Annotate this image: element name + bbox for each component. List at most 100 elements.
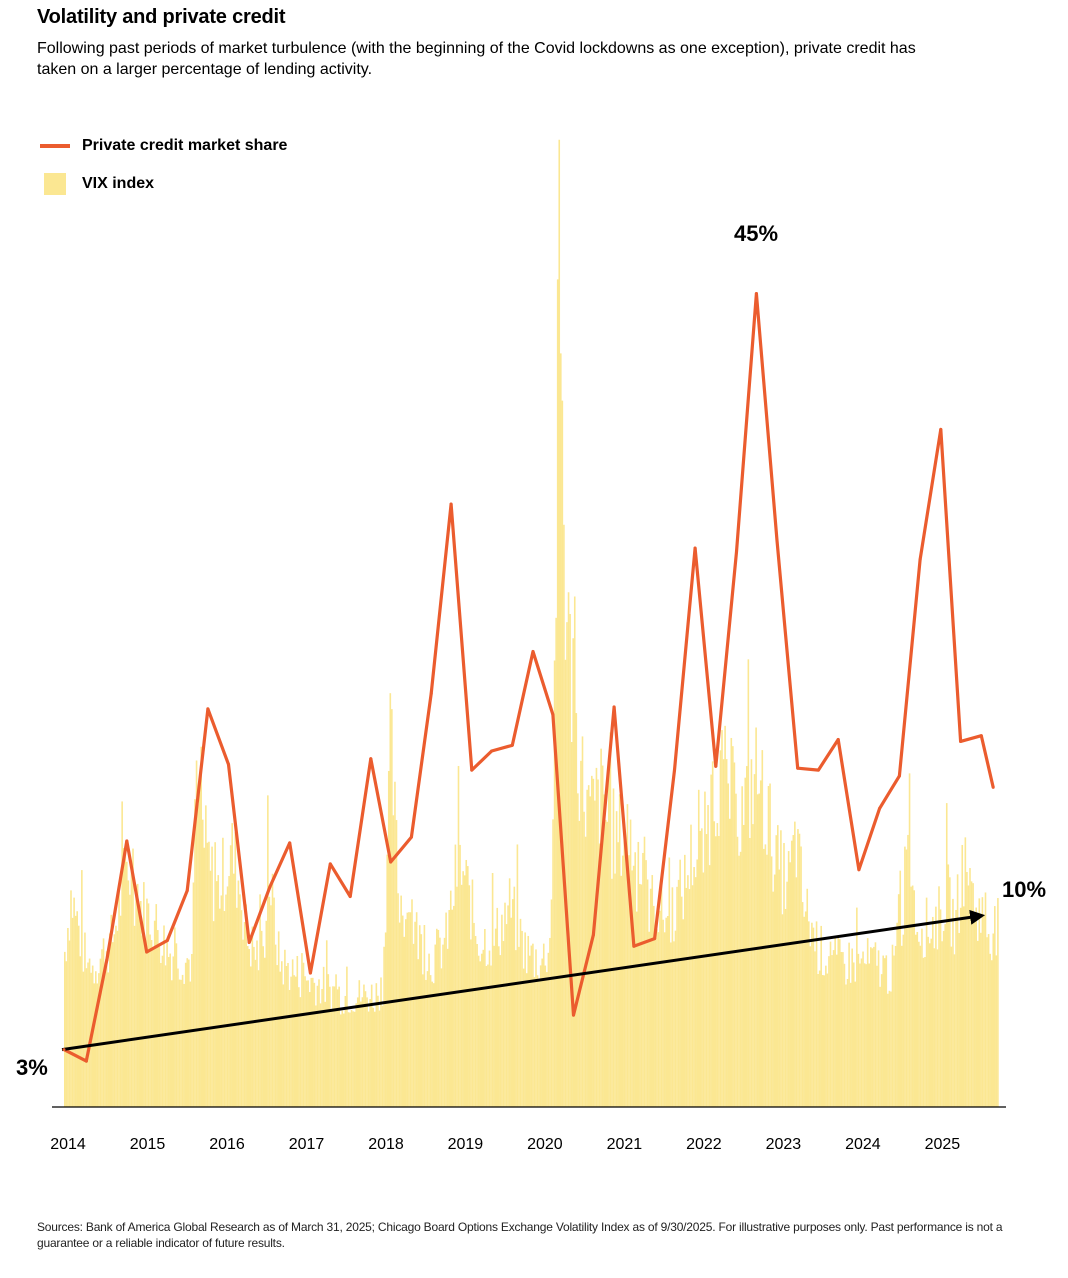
vix-bar xyxy=(967,885,970,1107)
vix-bar xyxy=(310,977,313,1107)
vix-bar xyxy=(467,866,469,1107)
vix-bar xyxy=(220,895,223,1107)
vix-bar xyxy=(876,965,878,1107)
vix-bar xyxy=(107,972,109,1107)
vix-bar xyxy=(99,958,102,1107)
vix-bar xyxy=(108,933,111,1107)
vix-bar xyxy=(76,911,78,1107)
vix-bar xyxy=(890,991,892,1107)
vix-bar xyxy=(997,898,999,1107)
vix-bar xyxy=(659,910,661,1107)
vix-bar xyxy=(513,886,516,1107)
vix-bar xyxy=(391,709,393,1107)
vix-bar xyxy=(611,878,613,1107)
vix-bar xyxy=(262,946,264,1107)
private-credit-point xyxy=(979,734,983,738)
vix-bar xyxy=(569,613,571,1107)
vix-bar xyxy=(600,748,602,1107)
vix-bar xyxy=(308,992,311,1107)
vix-bar xyxy=(332,986,334,1107)
vix-bar xyxy=(325,940,328,1107)
vix-bar xyxy=(226,886,229,1107)
vix-bar xyxy=(953,954,956,1107)
vix-bar xyxy=(352,1011,354,1107)
vix-bar xyxy=(866,938,869,1107)
vix-bar xyxy=(668,857,671,1107)
vix-bar xyxy=(507,905,509,1107)
vix-bar xyxy=(622,855,624,1107)
vix-bar xyxy=(880,974,883,1107)
vix-bar xyxy=(253,946,255,1107)
vix-bar xyxy=(646,879,649,1107)
vix-bar xyxy=(378,1010,381,1107)
vix-bar xyxy=(716,823,719,1107)
vix-bar xyxy=(470,939,472,1107)
vix-bar xyxy=(549,937,551,1107)
vix-bar xyxy=(573,596,576,1107)
vix-bar xyxy=(302,962,305,1107)
vix-bar xyxy=(673,941,675,1107)
private-credit-point xyxy=(632,944,636,948)
vix-bar xyxy=(211,846,213,1107)
chart-title: Volatility and private credit xyxy=(37,6,286,28)
vix-bar xyxy=(963,906,965,1107)
vix-bar xyxy=(524,932,526,1107)
vix-bar xyxy=(837,937,840,1107)
vix-bar xyxy=(294,976,297,1107)
vix-bar xyxy=(685,887,688,1107)
vix-bar xyxy=(525,973,528,1107)
vix-bar xyxy=(411,899,413,1107)
vix-bar xyxy=(291,959,294,1107)
vix-bar xyxy=(426,971,429,1107)
vix-bar xyxy=(369,999,371,1107)
vix-bar xyxy=(704,791,706,1107)
vix-bar xyxy=(580,760,582,1107)
vix-bar xyxy=(127,880,130,1107)
x-tick-label: 2015 xyxy=(130,1136,166,1153)
vix-bar xyxy=(511,899,514,1107)
vix-bar xyxy=(705,834,708,1107)
vix-bar xyxy=(718,836,720,1107)
vix-bar xyxy=(527,935,530,1107)
private-credit-point xyxy=(959,739,963,743)
vix-bar xyxy=(916,931,919,1107)
vix-bar xyxy=(166,942,168,1107)
vix-bar xyxy=(530,945,533,1107)
vix-bar xyxy=(820,925,822,1107)
vix-bar xyxy=(318,979,320,1107)
vix-bar xyxy=(434,944,437,1107)
vix-bar xyxy=(732,746,734,1107)
vix-bar xyxy=(307,980,309,1107)
vix-bar xyxy=(787,851,790,1107)
vix-bar xyxy=(928,943,931,1107)
vix-bar xyxy=(504,902,506,1107)
vix-bar xyxy=(812,927,815,1107)
vix-bar xyxy=(899,870,902,1107)
vix-bar xyxy=(674,930,677,1107)
vix-bar xyxy=(561,400,564,1107)
x-tick-label: 2016 xyxy=(209,1136,245,1153)
vix-bar xyxy=(682,919,685,1107)
vix-bar xyxy=(758,793,760,1107)
vix-bar xyxy=(494,928,497,1107)
private-credit-point xyxy=(84,1059,88,1063)
vix-bar xyxy=(110,914,113,1107)
footnote: Sources: Bank of America Global Research… xyxy=(37,1220,1003,1250)
vix-bar xyxy=(614,873,616,1107)
vix-bar xyxy=(944,924,946,1107)
vix-bar xyxy=(552,819,554,1107)
vix-bar xyxy=(305,980,308,1107)
vix-bar xyxy=(556,279,559,1107)
vix-bar xyxy=(856,907,858,1107)
vix-bar xyxy=(88,958,91,1107)
vix-bar xyxy=(609,732,612,1107)
vix-bar xyxy=(225,894,227,1107)
vix-bar xyxy=(330,1010,333,1107)
vix-bar xyxy=(832,950,835,1107)
vix-bar xyxy=(780,830,782,1107)
legend-label-vix: VIX index xyxy=(82,175,155,192)
vix-bar xyxy=(285,966,288,1107)
vix-bar xyxy=(480,953,483,1107)
vix-bar xyxy=(535,949,537,1107)
vix-bar xyxy=(987,934,990,1107)
